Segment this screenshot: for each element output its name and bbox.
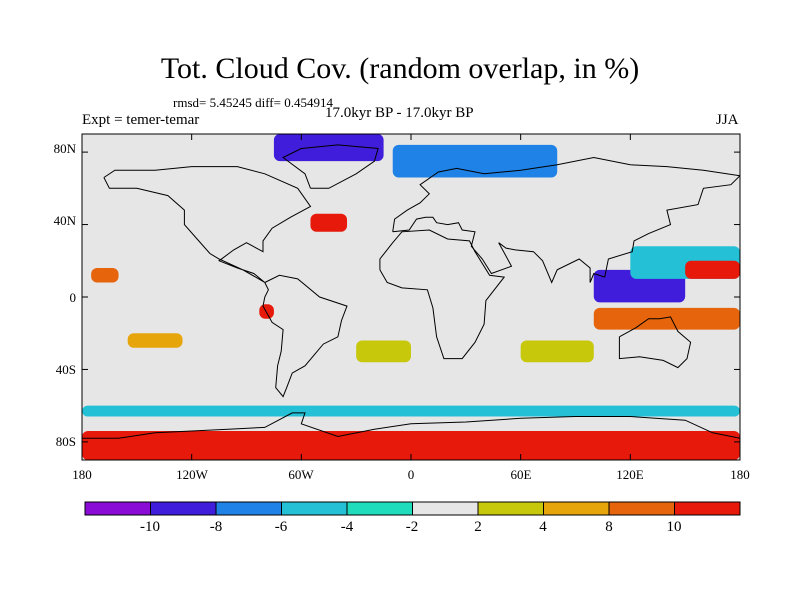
coastline-south-america [262, 274, 348, 398]
lon-tick-180w: 180 [72, 467, 92, 482]
coastline-north-america [103, 166, 312, 283]
colorbar-swatch [281, 501, 348, 516]
chart-title: Tot. Cloud Cov. (random overlap, in %) [160, 52, 640, 85]
colorbar-swatch [543, 501, 610, 516]
colorbar-label: 10 [666, 519, 682, 535]
colorbar-label: 2 [474, 519, 482, 535]
coastline-greenland [282, 144, 379, 189]
coastline-antarctica [82, 412, 740, 439]
field-arctic-greenland-negative [273, 134, 384, 162]
lon-tick-120w: 120W [176, 467, 208, 482]
stats-label: rmsd= 5.45245 diff= 0.454914 [173, 95, 333, 110]
lon-tick-180e: 180 [730, 467, 750, 482]
colorbar-swatch [412, 501, 479, 516]
lat-tick-0: 0 [69, 290, 77, 305]
colorbar-label: -2 [405, 519, 419, 535]
colorbar-label: 8 [605, 519, 613, 535]
lon-tick-60w: 60W [288, 467, 314, 482]
field-north-pacific-east-warm [91, 268, 119, 283]
colorbar-swatch [215, 501, 282, 516]
field-southern-ocean-band [82, 431, 740, 460]
colorbar-swatch [150, 501, 217, 516]
lon-tick-0: 0 [407, 467, 415, 482]
colorbar-swatch [346, 501, 413, 516]
lon-tick-120e: 120E [616, 467, 644, 482]
colorbar-label: -8 [209, 519, 223, 535]
season-label: JJA [716, 112, 739, 128]
field-eurasia-arctic-negative [392, 144, 558, 178]
field-south-pacific-positive [127, 333, 183, 348]
field-north-atlantic-positive [310, 213, 348, 232]
period-label: 17.0kyr BP - 17.0kyr BP [325, 105, 474, 121]
lat-tick-40n: 40N [53, 213, 76, 228]
lat-tick-40s: 40S [55, 362, 76, 377]
field-antarctic-coast-band [82, 405, 740, 417]
colorbar-swatch [477, 501, 544, 516]
field-maritime-continent-positive [593, 307, 740, 330]
colorbar-swatch [608, 501, 675, 516]
colorbar-swatch [84, 501, 151, 516]
coastline-australia [618, 316, 692, 369]
field-peru-red [259, 304, 274, 319]
colorbar-label: 4 [539, 519, 547, 535]
experiment-label: Expt = temer-temar [82, 112, 200, 128]
field-indian-ocean-yellow [520, 340, 594, 363]
lat-tick-80s: 80S [55, 434, 76, 449]
colorbar-label: -10 [140, 519, 160, 535]
lat-tick-80n: 80N [53, 141, 76, 156]
colorbar-label: -6 [274, 519, 288, 535]
field-south-atlantic-yellow [356, 340, 411, 363]
coastline-africa [379, 229, 506, 360]
field-east-pacific-positive [685, 260, 740, 279]
colorbar-swatch [674, 501, 741, 516]
coastline-eurasia [392, 156, 740, 284]
lon-tick-60e: 60E [510, 467, 532, 482]
colorbar-label: -4 [340, 519, 354, 535]
